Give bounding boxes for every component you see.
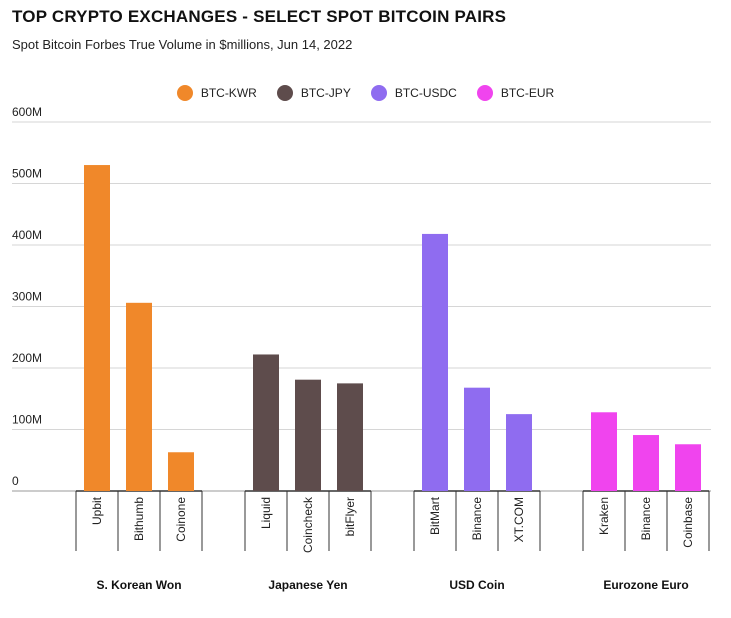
bar-label: Coincheck <box>301 496 315 553</box>
bar <box>464 387 490 491</box>
group-label: USD Coin <box>449 578 504 592</box>
legend-item-btc-eur[interactable]: BTC-EUR <box>476 85 555 101</box>
legend-item-btc-kwr[interactable]: BTC-KWR <box>176 85 257 101</box>
bar <box>675 444 701 491</box>
bar-label: XT.COM <box>512 497 526 542</box>
bar <box>633 435 659 491</box>
bar <box>84 165 110 492</box>
bar-label: Upbit <box>90 496 104 525</box>
y-tick-label: 100M <box>12 413 42 427</box>
group-label: Japanese Yen <box>268 578 347 592</box>
bar-label: Binance <box>470 497 484 541</box>
legend-swatch-btc-eur <box>476 85 493 101</box>
bar <box>422 233 448 491</box>
bar-label: BitMart <box>428 496 442 535</box>
y-tick-label: 0 <box>12 474 19 488</box>
bar <box>591 412 617 491</box>
legend-item-btc-usdc[interactable]: BTC-USDC <box>370 85 457 101</box>
bar <box>506 414 532 491</box>
bar-label: bitFlyer <box>343 497 357 536</box>
group-label: Eurozone Euro <box>603 578 688 592</box>
y-tick-label: 500M <box>12 167 42 181</box>
bar-label: Binance <box>639 497 653 541</box>
bar-label: Coinbase <box>681 497 695 548</box>
legend-label-btc-jpy: BTC-JPY <box>300 86 351 100</box>
bar-label: Coinone <box>174 497 188 542</box>
bar <box>168 452 194 491</box>
y-tick-label: 300M <box>12 290 42 304</box>
y-tick-label: 200M <box>12 351 42 365</box>
bar-label: Bithumb <box>132 497 146 541</box>
legend-swatch-btc-jpy <box>276 85 293 101</box>
bar-label: Liquid <box>259 497 273 529</box>
y-tick-label: 600M <box>12 105 42 119</box>
bar <box>337 383 363 491</box>
legend: BTC-KWR BTC-JPY BTC-USDC BTC-EUR <box>0 85 731 101</box>
legend-label-btc-kwr: BTC-KWR <box>200 86 257 100</box>
legend-label-btc-usdc: BTC-USDC <box>394 86 457 100</box>
bar <box>253 354 279 491</box>
legend-label-btc-eur: BTC-EUR <box>500 86 555 100</box>
group-label: S. Korean Won <box>96 578 181 592</box>
legend-swatch-btc-usdc <box>370 85 387 101</box>
chart-subtitle: Spot Bitcoin Forbes True Volume in $mill… <box>12 37 353 52</box>
bar <box>295 379 321 491</box>
bar <box>126 302 152 491</box>
legend-item-btc-jpy[interactable]: BTC-JPY <box>276 85 351 101</box>
chart-title: TOP CRYPTO EXCHANGES - SELECT SPOT BITCO… <box>12 7 507 26</box>
bar-label: Kraken <box>597 497 611 535</box>
y-tick-label: 400M <box>12 228 42 242</box>
legend-swatch-btc-kwr <box>176 85 193 101</box>
